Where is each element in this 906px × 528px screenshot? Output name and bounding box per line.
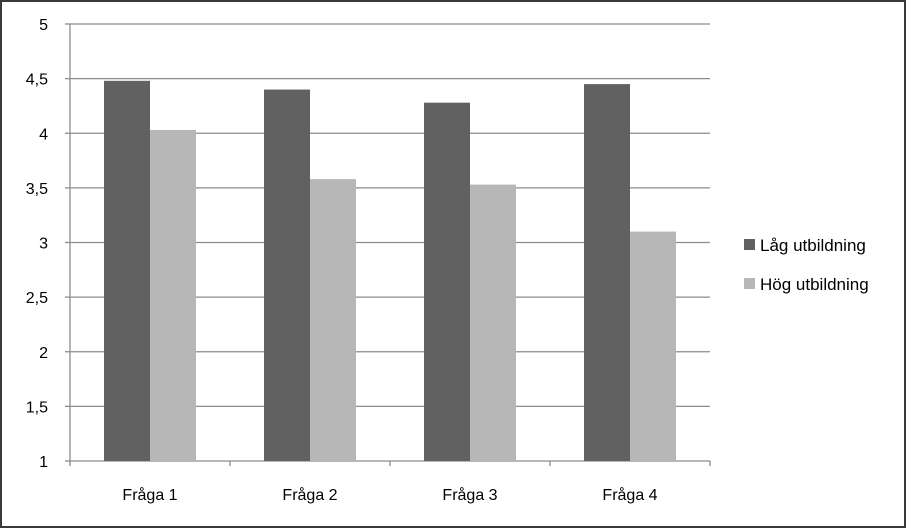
- y-tick-label: 3: [39, 236, 48, 253]
- legend-label-hog-utbildning: Hög utbildning: [760, 275, 869, 294]
- legend-swatch-hog-utbildning: [744, 278, 755, 289]
- y-tick-label: 4: [39, 126, 48, 143]
- x-tick-label: Fråga 2: [282, 486, 337, 504]
- bar-hog-utbildning: [630, 231, 676, 461]
- x-axis-tick-labels: Fråga 1 Fråga 2 Fråga 3 Fråga 4: [122, 486, 657, 504]
- bars: [104, 80, 676, 462]
- y-tick-label: 4,5: [26, 72, 48, 89]
- legend-label-lag-utbildning: Låg utbildning: [760, 236, 866, 255]
- legend: Låg utbildning Hög utbildning: [744, 236, 869, 294]
- x-tick-label: Fråga 1: [122, 486, 177, 504]
- y-axis-tick-labels: 1 1,5 2 2,5 3 3,5 4 4,5 5: [26, 17, 48, 471]
- x-tick-label: Fråga 4: [602, 486, 657, 504]
- y-tick-label: 1,5: [26, 399, 48, 416]
- bar-lag-utbildning: [104, 80, 150, 461]
- y-tick-label: 1: [39, 454, 48, 471]
- x-tick-label: Fråga 3: [442, 486, 497, 504]
- bar-hog-utbildning: [310, 179, 356, 461]
- y-tick-label: 2: [39, 345, 48, 362]
- bar-lag-utbildning: [264, 89, 310, 462]
- bar-hog-utbildning: [470, 184, 516, 461]
- legend-swatch-lag-utbildning: [744, 239, 755, 250]
- bar-lag-utbildning: [584, 84, 630, 462]
- bar-lag-utbildning: [424, 102, 470, 461]
- y-tick-label: 2,5: [26, 290, 48, 307]
- y-tick-label: 3,5: [26, 181, 48, 198]
- bar-hog-utbildning: [150, 129, 196, 461]
- y-tick-label: 5: [39, 17, 48, 34]
